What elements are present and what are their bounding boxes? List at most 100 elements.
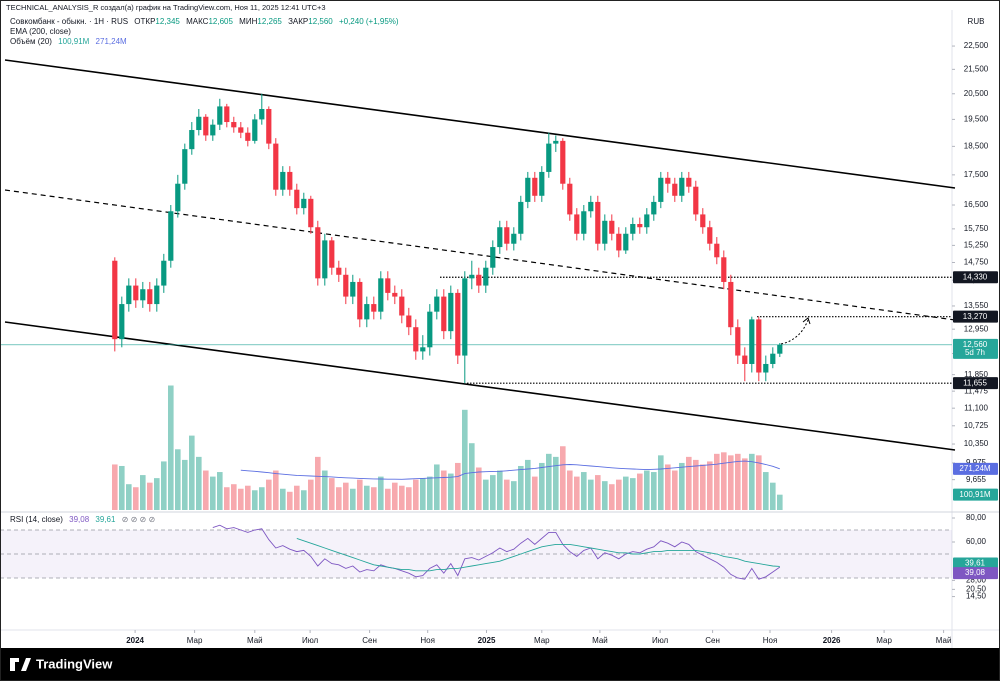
volume-bar <box>553 456 559 510</box>
x-tick-label: 2024 <box>126 636 144 645</box>
volume-bar <box>322 470 328 510</box>
volume-bar <box>567 470 573 510</box>
brand-logo <box>10 658 31 671</box>
level-label: 13,270 <box>963 312 988 321</box>
candle-body <box>434 296 440 312</box>
volume-bar <box>336 487 342 510</box>
pane-layout <box>0 10 1000 648</box>
volume-bar <box>238 488 244 510</box>
candle-body <box>112 260 118 340</box>
volume-bar <box>525 459 531 510</box>
volume-bar <box>217 472 223 510</box>
volume-bar <box>133 487 139 510</box>
x-tick-label: Ноя <box>763 636 778 645</box>
volume-bar <box>602 481 608 510</box>
y-tick-label: 10,725 <box>964 421 989 430</box>
candle-body <box>658 177 664 202</box>
candle-body <box>196 116 202 131</box>
candle-body <box>525 177 531 202</box>
volume-bar <box>161 461 167 510</box>
volume-bar <box>560 446 566 510</box>
legend-rsi: RSI (14, close) 39,08 39,61 ⊘ ⊘ ⊘ ⊘ <box>10 515 155 524</box>
x-tick-label: Июл <box>652 636 669 645</box>
candle-body <box>581 211 587 234</box>
volume-label-box <box>953 488 998 501</box>
candle-body <box>539 171 545 196</box>
volume-bar <box>392 482 398 510</box>
candle-body <box>420 347 426 352</box>
y-tick-label: 13,550 <box>964 301 989 310</box>
candle-body <box>280 171 286 190</box>
rsi-y-tick-label: 14,50 <box>966 592 987 601</box>
volume-bar <box>119 465 125 510</box>
candle-body <box>742 355 748 364</box>
legend-icons[interactable]: ⊘ ⊘ ⊘ ⊘ <box>122 515 155 524</box>
y-tick-label: 11,475 <box>964 386 988 395</box>
volume-bar <box>427 476 433 510</box>
y-tick-label: 12,950 <box>964 324 989 333</box>
x-tick-label: 2025 <box>478 636 496 645</box>
volume-bar <box>658 455 664 510</box>
volume-bar <box>665 464 671 510</box>
volume-bar <box>637 473 643 510</box>
ohlc-label: ОТКР <box>134 17 155 26</box>
volume-bar <box>511 481 517 510</box>
candle-body <box>273 143 279 190</box>
candle-body <box>623 233 629 251</box>
volume-bar <box>595 475 601 510</box>
candle-body <box>707 227 713 244</box>
volume-bar <box>476 467 482 510</box>
x-tick-label: Май <box>592 636 608 645</box>
y-tick-label: 16,500 <box>964 200 989 209</box>
candle-body <box>287 171 293 190</box>
candle-body <box>637 223 643 228</box>
candle-body <box>259 108 265 120</box>
volume-bar <box>714 453 720 510</box>
level-label: 14,330 <box>963 272 988 281</box>
volume-bar <box>546 453 552 510</box>
volume-bar <box>175 449 181 510</box>
candle-body <box>588 201 594 212</box>
last-price-label-box <box>953 338 998 359</box>
candle-body <box>504 227 510 244</box>
volume-label: 100,91M <box>959 490 990 499</box>
x-tick-label: Май <box>936 636 952 645</box>
brand-name: TradingView <box>36 656 113 671</box>
volume-bar <box>441 470 447 510</box>
candle-body <box>238 127 244 133</box>
ohlc-value: 12,345 <box>155 17 180 26</box>
volume-bar <box>434 464 440 510</box>
x-tick-label: Сен <box>362 636 377 645</box>
y-tick-label: 11,100 <box>964 403 988 412</box>
rsi-line <box>212 524 781 580</box>
volume-bar <box>385 488 391 510</box>
candle-body <box>721 257 727 282</box>
volume-bar <box>763 472 769 510</box>
y-tick-label: 11,850 <box>964 370 988 379</box>
y-tick-label: 21,500 <box>964 64 989 73</box>
volume-bar <box>574 476 580 510</box>
channel-upper <box>4 59 956 189</box>
candle-body <box>329 240 335 268</box>
volume-bar <box>168 385 174 510</box>
author-line: TECHNICAL_ANALYSIS_R создал(а) график на… <box>6 3 326 12</box>
volume-bar <box>623 476 629 510</box>
candle-body <box>546 143 552 172</box>
candle-body <box>483 267 489 286</box>
x-tick-label: Июл <box>302 636 319 645</box>
candle-body <box>203 116 209 136</box>
candle-body <box>406 315 412 328</box>
candle-body <box>595 201 601 244</box>
candle-body <box>413 327 419 352</box>
candle-body <box>665 177 671 184</box>
candle-body <box>385 278 391 293</box>
volume-bar <box>707 461 713 510</box>
candle-body <box>686 177 692 187</box>
y-tick-label: 15,250 <box>964 240 989 249</box>
volume-bar <box>469 443 475 510</box>
volume-bar <box>371 487 377 510</box>
change: +0,240 (+1,95%) <box>339 17 399 26</box>
volume-bar <box>308 479 314 510</box>
volume-ma-value: 271,24M <box>96 37 127 46</box>
x-tick-label: Мар <box>187 636 203 645</box>
